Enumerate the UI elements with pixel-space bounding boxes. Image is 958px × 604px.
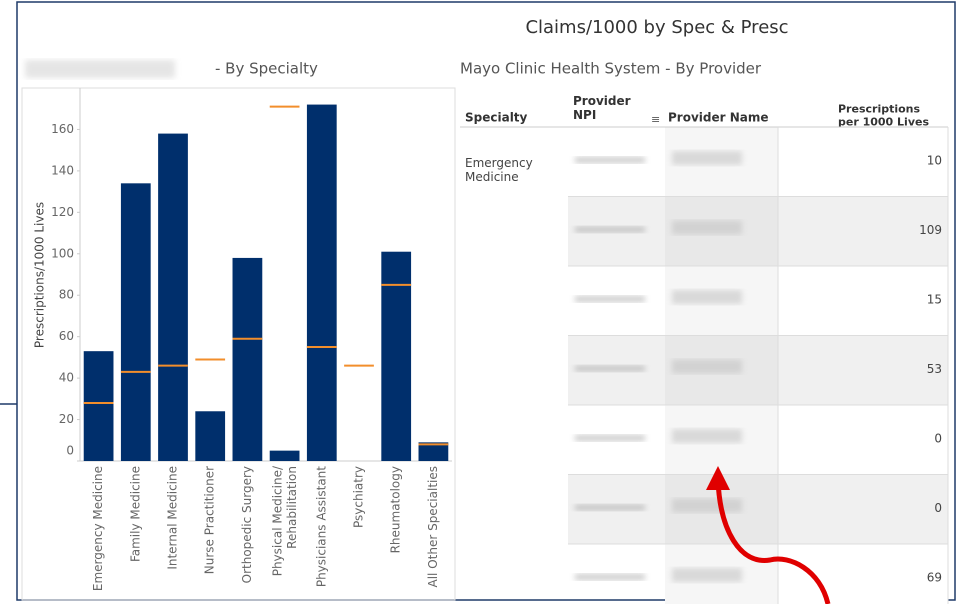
right-subtitle: Mayo Clinic Health System - By Provider: [460, 60, 762, 78]
bar: [83, 351, 114, 461]
prescription-value: 69: [927, 571, 942, 585]
x-tick-label: Family Medicine: [128, 466, 142, 562]
bar: [158, 133, 188, 462]
bar: [381, 251, 412, 461]
blurred-name: [672, 568, 742, 582]
prescription-value: 15: [927, 293, 942, 307]
blurred-name: [672, 220, 742, 235]
frame: [16, 1, 956, 601]
bar: [232, 257, 263, 461]
dashboard-title: Claims/1000 by Spec & Presc: [525, 17, 788, 38]
specialty-cell: Emergency Medicine: [465, 155, 533, 183]
prescription-value: 0: [934, 432, 942, 446]
column-header: Prescriptions per 1000 Lives: [838, 102, 929, 128]
arrow-head: [706, 466, 730, 490]
prescription-value: 0: [934, 501, 942, 515]
y-tick-label: 160: [51, 122, 74, 136]
x-tick-label: Emergency Medicine: [91, 466, 105, 591]
column-header: Provider Name: [668, 111, 769, 125]
y-tick-label: 140: [51, 163, 74, 177]
blurred-npi: [575, 226, 645, 233]
bar: [306, 104, 337, 462]
row-right-shade: [778, 266, 948, 336]
blurred-npi: [575, 365, 645, 372]
row-right-shade: [778, 544, 948, 604]
bar: [418, 442, 449, 461]
blurred-name: [672, 151, 742, 165]
annotation-arrow: [715, 479, 831, 604]
x-tick-label: Physical Medicine/Rehabilitation: [270, 465, 298, 576]
prescription-value: 53: [927, 362, 942, 376]
x-tick-label: Nurse Practitioner: [203, 466, 217, 574]
x-tick-label: All Other Specialties: [426, 466, 440, 588]
blurred-npi: [575, 296, 645, 302]
prescription-value: 109: [919, 223, 942, 237]
blurred-text: [25, 60, 175, 78]
chart-panel: [21, 87, 456, 601]
provider-table: Specialty Provider NPI Provider Name Prescri…: [460, 93, 949, 604]
y-tick-label: 100: [51, 246, 74, 260]
row-right-shade: [778, 335, 948, 405]
prescription-value: 10: [927, 154, 942, 168]
sort-icon: ≡: [651, 113, 660, 126]
column-header: Specialty: [465, 111, 528, 125]
row-right-shade: [778, 196, 948, 266]
y-tick-label: 80: [59, 288, 74, 302]
bar: [120, 183, 151, 462]
row-right-shade: [778, 405, 948, 475]
x-tick-label: Internal Medicine: [166, 466, 180, 570]
blurred-name: [672, 429, 742, 443]
x-tick-label: Orthopedic Surgery: [240, 466, 254, 583]
column-header: Provider NPI: [573, 93, 631, 121]
y-tick-label: 40: [59, 371, 74, 385]
bar-chart: 0 20 40 60 80 100 120 140 160 Emergency Medicine F…: [51, 88, 452, 591]
bar: [269, 450, 300, 461]
y-tick-label: 0: [66, 444, 74, 458]
bar: [195, 411, 226, 461]
blurred-npi: [575, 574, 645, 580]
y-axis-label: Prescriptions/1000 Lives: [33, 202, 47, 348]
blurred-npi: [575, 157, 645, 163]
blurred-npi: [575, 504, 645, 511]
blurred-npi: [575, 435, 645, 441]
x-tick-label: Psychiatry: [352, 466, 366, 528]
x-tick-label: Rheumatology: [389, 466, 403, 553]
x-tick-label: Physicians Assistant: [314, 466, 328, 587]
row-right-shade: [778, 127, 948, 197]
y-tick-label: 120: [51, 205, 74, 219]
blurred-name: [672, 359, 742, 374]
blurred-name: [672, 290, 742, 304]
blurred-name: [672, 498, 742, 513]
row-right-shade: [778, 474, 948, 544]
left-subtitle: - By Specialty: [215, 60, 318, 78]
y-tick-label: 60: [59, 329, 74, 343]
y-tick-label: 20: [59, 412, 74, 426]
